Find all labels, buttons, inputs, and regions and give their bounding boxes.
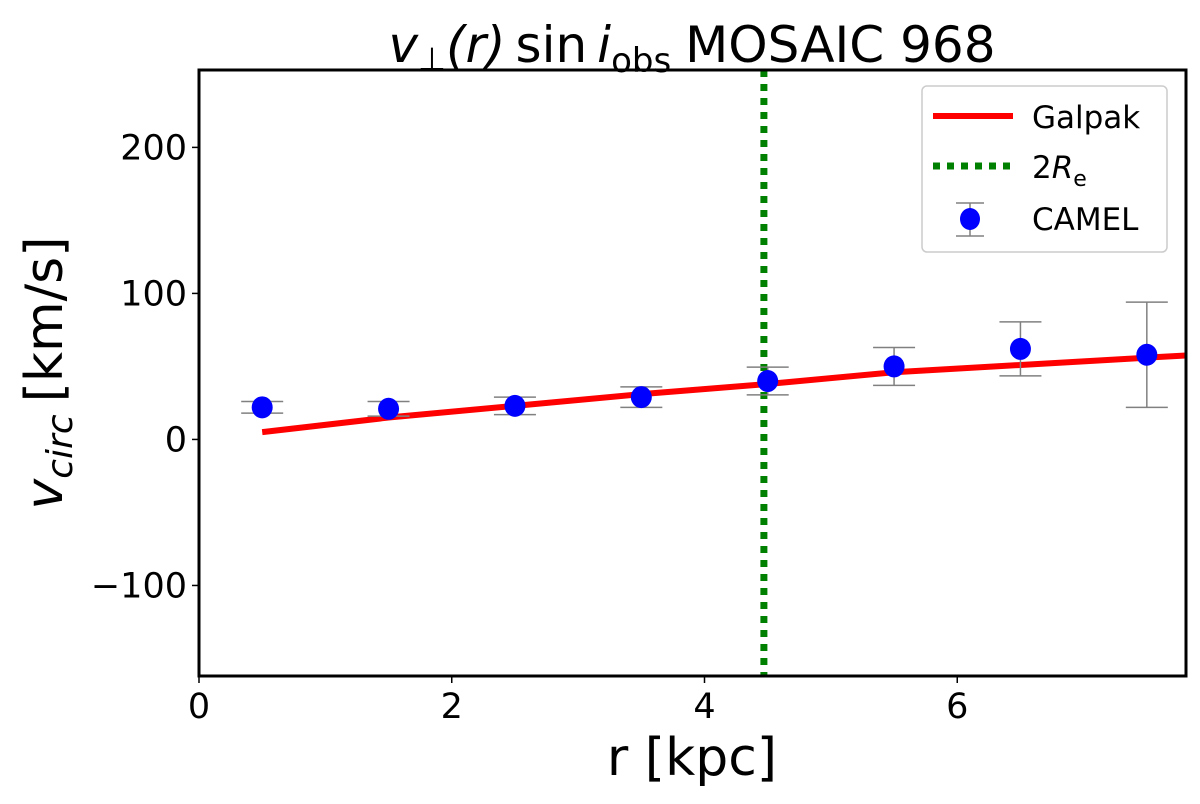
legend: Galpak 2Re CAMEL: [921, 85, 1168, 253]
y-tick-label: 100: [120, 274, 187, 314]
camel-point-group: [999, 321, 1042, 377]
x-axis-label: r [kpc]: [607, 728, 777, 788]
x-axis: 0 2 4 6: [188, 676, 968, 727]
camel-point-group: [746, 366, 789, 396]
camel-point: [378, 397, 400, 420]
camel-point: [1009, 337, 1031, 360]
camel-point: [504, 394, 526, 417]
y-axis-label: vcirc[km/s]: [15, 236, 81, 509]
galpak-line: [261, 352, 1186, 436]
camel-point-group: [367, 397, 410, 420]
camel-point-group: [241, 396, 284, 419]
camel-point-group: [620, 386, 663, 409]
camel-point: [1136, 343, 1158, 366]
x-tick-label: 2: [441, 687, 463, 727]
y-tick-label: 200: [120, 128, 187, 168]
camel-point: [251, 396, 273, 419]
legend-camel-label: CAMEL: [1032, 202, 1139, 238]
y-axis: 200 100 0 −100: [91, 128, 199, 606]
camel-point-group: [873, 346, 916, 387]
legend-2re-label: 2Re: [1032, 150, 1087, 192]
plot-frame: [197, 68, 1188, 678]
x-tick-label: 4: [693, 687, 715, 727]
camel-point: [883, 355, 905, 378]
y-tick-label: 0: [165, 420, 187, 460]
x-tick-label: 6: [946, 687, 968, 727]
legend-box: [921, 85, 1168, 253]
camel-point: [757, 370, 779, 393]
y-tick-label: −100: [91, 566, 187, 606]
camel-point-group: [1125, 301, 1168, 409]
legend-galpak-label: Galpak: [1032, 100, 1140, 136]
camel-point: [630, 386, 652, 409]
chart-title: v⊥(r) sin iobs MOSAIC 968: [388, 16, 995, 81]
x-tick-label: 0: [188, 687, 210, 727]
legend-camel-marker: [960, 208, 980, 230]
camel-point-group: [493, 394, 536, 417]
